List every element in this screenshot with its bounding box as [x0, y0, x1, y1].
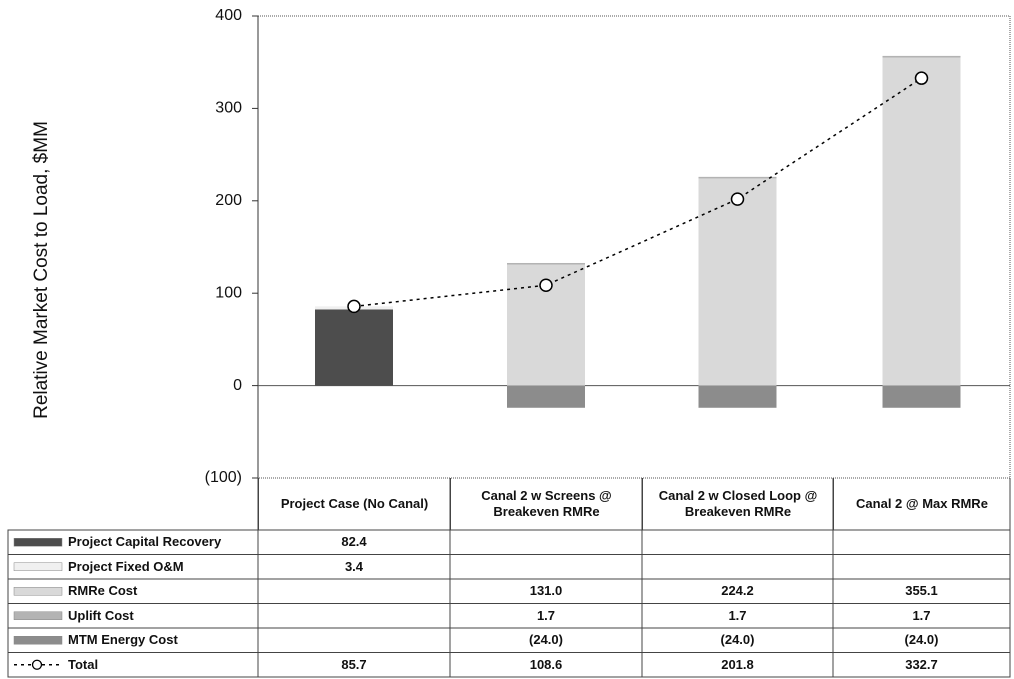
legend-label: Total — [68, 656, 99, 672]
bar-segment — [882, 385, 961, 408]
y-tick-label: (100) — [205, 469, 242, 486]
bar-segment — [315, 309, 393, 386]
table-value: 1.7 — [728, 607, 747, 623]
total-marker — [347, 299, 361, 314]
category-header: Canal 2 @ Max RMRe — [833, 478, 1010, 530]
y-tick-label: 100 — [215, 284, 242, 301]
table-value: 3.4 — [344, 558, 364, 574]
table-value: 85.7 — [341, 656, 367, 672]
table-value: 332.7 — [905, 656, 938, 672]
table-value: 1.7 — [912, 607, 931, 623]
table-value: 201.8 — [721, 656, 754, 672]
y-tick-label: 400 — [215, 7, 242, 24]
y-tick-label: 300 — [215, 100, 242, 117]
category-header: Project Case (No Canal) — [258, 478, 450, 530]
table-value: 355.1 — [905, 583, 938, 599]
y-tick-label: 0 — [233, 377, 242, 394]
table-value: (24.0) — [529, 632, 563, 648]
legend-label: MTM Energy Cost — [68, 632, 178, 648]
total-marker — [730, 192, 745, 206]
category-header: Canal 2 w Screens @ Breakeven RMRe — [450, 478, 642, 530]
category-header: Canal 2 w Closed Loop @ Breakeven RMRe — [642, 478, 833, 530]
legend-label: Project Capital Recovery — [68, 534, 222, 550]
total-line — [353, 77, 922, 308]
table-value: (24.0) — [904, 632, 939, 648]
bar-segment — [698, 176, 777, 179]
legend-swatch — [13, 562, 63, 571]
table-value: 82.4 — [341, 534, 367, 550]
legend-marker — [31, 659, 43, 670]
legend-swatch — [13, 587, 63, 596]
bar-segment — [882, 57, 961, 386]
table-value: 131.0 — [529, 583, 563, 599]
bar-segment — [507, 262, 585, 265]
bar-segment — [507, 385, 585, 408]
bar-segment — [882, 55, 961, 58]
bar-segment — [698, 385, 777, 408]
table-value: 108.6 — [529, 656, 563, 672]
legend-label: Project Fixed O&M — [68, 558, 184, 574]
legend-swatch — [13, 636, 63, 645]
table-value: (24.0) — [720, 632, 755, 648]
total-marker — [539, 278, 553, 293]
y-tick-label: 200 — [215, 192, 242, 209]
total-marker — [914, 71, 929, 85]
bar-segment — [698, 178, 777, 386]
legend-swatch — [13, 538, 63, 547]
table-value: 1.7 — [536, 607, 556, 623]
legend-label: RMRe Cost — [68, 583, 138, 599]
table-value: 224.2 — [721, 583, 754, 599]
y-axis-title: Relative Market Cost to Load, $MM — [31, 121, 52, 419]
legend-swatch — [13, 611, 63, 620]
legend-label: Uplift Cost — [68, 607, 134, 623]
